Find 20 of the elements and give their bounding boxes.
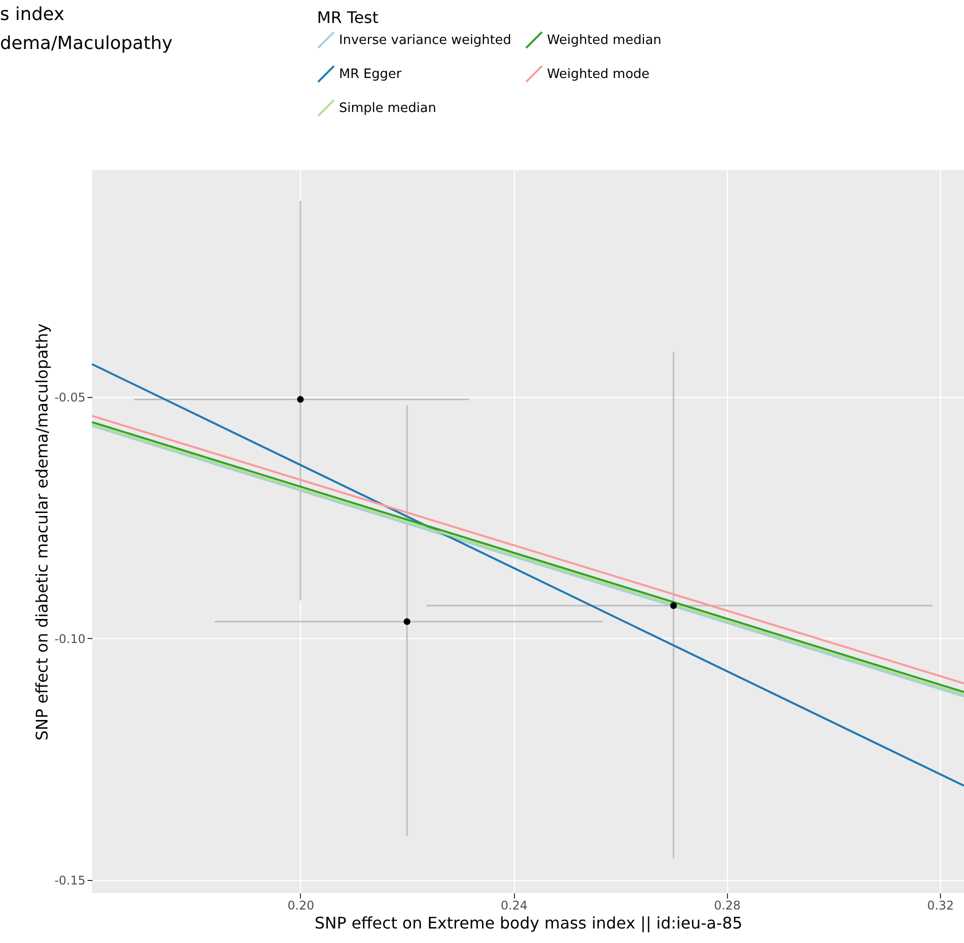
point xyxy=(404,618,410,625)
y-tick-label: -0.15 xyxy=(54,873,86,888)
x-tick-label: 0.32 xyxy=(927,898,954,912)
x-tick-label: 0.28 xyxy=(714,898,741,912)
y-tick-label: -0.10 xyxy=(54,632,86,646)
legend-label: Weighted mode xyxy=(547,67,650,82)
legend-label: Simple median xyxy=(339,101,436,116)
point xyxy=(297,396,304,403)
x-tick-label: 0.20 xyxy=(288,898,314,912)
legend-label: Weighted median xyxy=(547,33,662,48)
text: s index xyxy=(0,4,64,25)
legend-label: MR Egger xyxy=(339,67,402,82)
text: dema/Maculopathy xyxy=(0,33,173,54)
legend-title: MR Test xyxy=(317,8,379,27)
x-axis-title: SNP effect on Extreme body mass index || id:ieu-a-85 xyxy=(314,914,742,932)
x-tick-label: 0.24 xyxy=(500,898,528,912)
y-tick-label: -0.05 xyxy=(54,390,86,404)
legend-label: Inverse variance weighted xyxy=(339,33,512,48)
point xyxy=(670,602,677,609)
y-axis-title: SNP effect on diabetic macular edema/maculopathy xyxy=(32,323,52,741)
